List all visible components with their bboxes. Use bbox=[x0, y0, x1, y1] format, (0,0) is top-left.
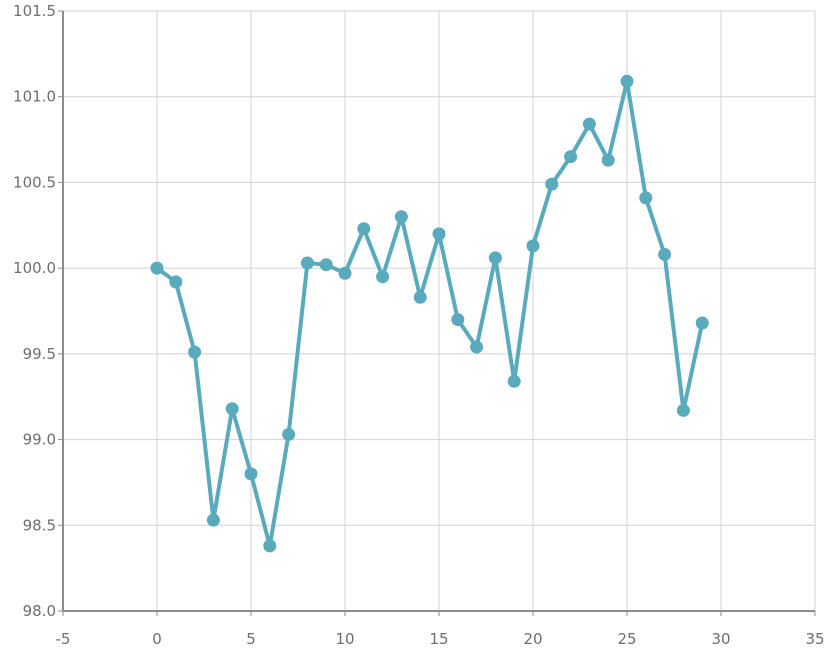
x-tick-label: 15 bbox=[429, 630, 448, 648]
series bbox=[150, 74, 709, 553]
data-point bbox=[263, 539, 277, 553]
data-point bbox=[658, 247, 672, 261]
data-point bbox=[338, 266, 352, 280]
data-point bbox=[582, 117, 596, 131]
y-tick-label: 100.0 bbox=[13, 259, 56, 277]
data-point bbox=[225, 402, 239, 416]
data-point bbox=[188, 345, 202, 359]
data-point bbox=[394, 210, 408, 224]
y-tick-label: 101.0 bbox=[13, 88, 56, 106]
grid bbox=[63, 10, 816, 611]
data-point bbox=[545, 177, 559, 191]
y-tick-label: 101.5 bbox=[13, 2, 56, 20]
y-tick-label: 98.5 bbox=[23, 516, 56, 534]
data-point bbox=[169, 275, 183, 289]
data-point bbox=[451, 313, 465, 327]
data-point bbox=[507, 374, 521, 388]
data-point bbox=[526, 239, 540, 253]
data-point bbox=[695, 316, 709, 330]
data-point bbox=[376, 270, 390, 284]
y-tick-label: 98.0 bbox=[23, 602, 56, 620]
data-point bbox=[620, 74, 634, 88]
y-tick-label: 99.5 bbox=[23, 345, 56, 363]
series-line bbox=[155, 79, 705, 548]
x-tick-label: 25 bbox=[617, 630, 636, 648]
y-axis-tick-labels: 101.5 101.0 100.5 100.0 99.5 99.0 98.5 9… bbox=[13, 2, 56, 620]
data-point bbox=[676, 403, 690, 417]
axes bbox=[58, 10, 816, 616]
data-point bbox=[639, 191, 653, 205]
x-tick-label: 0 bbox=[152, 630, 162, 648]
x-tick-label: 35 bbox=[805, 630, 824, 648]
data-point bbox=[470, 340, 484, 354]
data-point bbox=[564, 150, 578, 164]
data-point bbox=[357, 222, 371, 236]
data-point bbox=[300, 256, 314, 270]
data-point bbox=[488, 251, 502, 265]
x-tick-label: 20 bbox=[523, 630, 542, 648]
data-point bbox=[432, 227, 446, 241]
x-tick-label: 30 bbox=[711, 630, 730, 648]
x-tick-label: 5 bbox=[246, 630, 256, 648]
x-tick-label: -5 bbox=[56, 630, 71, 648]
data-point bbox=[244, 467, 258, 481]
data-point bbox=[282, 427, 296, 441]
x-axis-tick-labels: -5 0 5 10 15 20 25 30 35 bbox=[56, 630, 825, 648]
data-point bbox=[150, 261, 164, 275]
data-point bbox=[413, 290, 427, 304]
data-point bbox=[601, 153, 615, 167]
x-tick-label: 10 bbox=[335, 630, 354, 648]
data-point bbox=[319, 258, 333, 272]
y-tick-label: 100.5 bbox=[13, 173, 56, 191]
y-tick-label: 99.0 bbox=[23, 431, 56, 449]
data-point bbox=[206, 513, 220, 527]
